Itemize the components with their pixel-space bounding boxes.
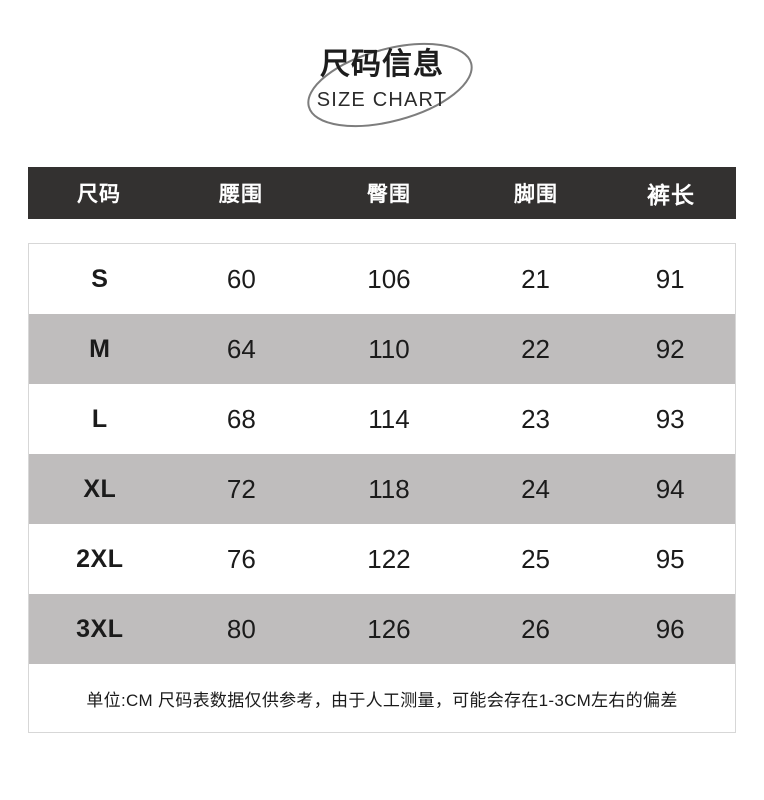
cell-leg-opening: 26 [521,613,551,644]
table-row: 3XL 80 126 26 96 [29,594,735,664]
cell-length: 95 [655,543,685,574]
title-block: 尺码信息 SIZE CHART [0,0,764,160]
cell-size: L [91,404,108,433]
cell-waist: 72 [226,473,256,504]
table-row: 2XL 76 122 25 95 [29,524,735,594]
measurement-note: 单位:CM 尺码表数据仅供参考，由于人工测量，可能会存在1-3CM左右的偏差 [86,690,678,710]
cell-leg-opening: 21 [521,263,551,294]
cell-length: 91 [655,263,685,294]
column-header-waist: 腰围 [219,183,263,206]
page-title-en: SIZE CHART [316,89,448,111]
cell-leg-opening: 24 [521,473,551,504]
column-header-hip: 臀围 [367,183,411,206]
cell-size: 2XL [76,544,124,573]
cell-hip: 110 [368,333,410,364]
column-header-length: 裤长 [647,182,695,208]
cell-length: 93 [655,403,685,434]
table-note-row: 单位:CM 尺码表数据仅供参考，由于人工测量，可能会存在1-3CM左右的偏差 [29,664,735,732]
cell-hip: 114 [368,403,410,434]
cell-hip: 122 [367,543,411,574]
cell-leg-opening: 25 [521,543,551,574]
table-row: S 60 106 21 91 [29,244,735,314]
cell-leg-opening: 22 [521,333,551,364]
cell-waist: 76 [226,543,256,574]
page-title-cn: 尺码信息 [320,48,444,81]
cell-waist: 68 [226,403,256,434]
cell-length: 96 [655,613,685,644]
table-row: L 68 114 23 93 [29,384,735,454]
cell-size: S [91,264,109,293]
column-header-size: 尺码 [77,183,121,206]
cell-hip: 118 [368,473,410,504]
table-header-row: 尺码 腰围 臀围 脚围 裤长 [28,167,736,219]
cell-size: M [89,334,111,363]
cell-length: 94 [655,473,685,504]
size-chart-table: 尺码 腰围 臀围 脚围 裤长 S 60 106 21 91 M 64 110 2… [28,167,736,733]
column-header-leg-opening: 脚围 [514,183,558,206]
cell-waist: 60 [226,263,256,294]
cell-size: 3XL [76,614,124,643]
ellipse-outline-icon [303,42,477,128]
table-row: XL 72 118 24 94 [29,454,735,524]
cell-hip: 126 [367,613,411,644]
cell-waist: 64 [226,333,256,364]
table-row: M 64 110 22 92 [29,314,735,384]
cell-waist: 80 [226,613,256,644]
cell-hip: 106 [367,263,411,294]
cell-length: 92 [655,333,685,364]
cell-size: XL [83,474,117,503]
table-body: S 60 106 21 91 M 64 110 22 92 L 68 114 2… [28,243,736,733]
cell-leg-opening: 23 [521,403,551,434]
